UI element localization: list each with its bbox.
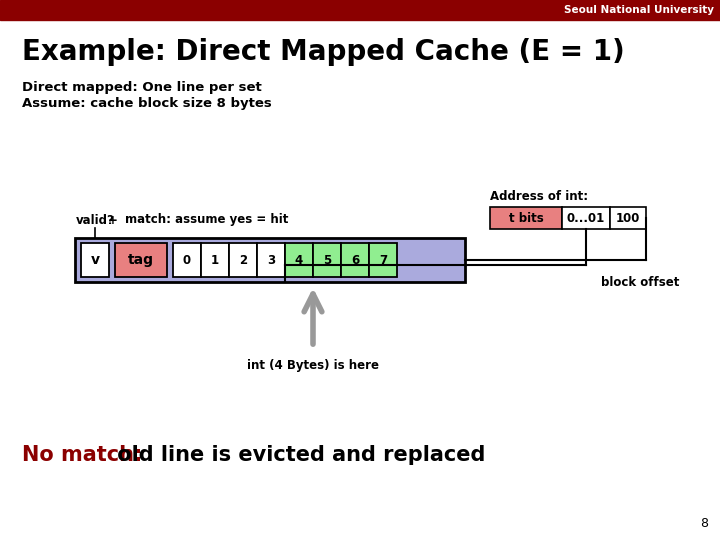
Text: 0: 0 [183,253,191,267]
Bar [0,0,720,20]
Bar [313,243,341,277]
Bar [115,243,167,277]
Text: Direct mapped: One line per set: Direct mapped: One line per set [22,82,262,94]
Text: Address of int:: Address of int: [490,191,588,204]
Text: 100: 100 [616,212,640,225]
Bar [229,243,257,277]
Text: old line is evicted and replaced: old line is evicted and replaced [110,445,485,465]
Bar [341,243,369,277]
Bar [173,243,201,277]
Bar [610,207,646,229]
Text: 7: 7 [379,253,387,267]
Bar [81,243,109,277]
Text: tag: tag [128,253,154,267]
Bar [201,243,229,277]
Text: int (4 Bytes) is here: int (4 Bytes) is here [247,359,379,372]
Text: 1: 1 [211,253,219,267]
Bar [285,243,313,277]
Text: 2: 2 [239,253,247,267]
Text: 3: 3 [267,253,275,267]
Text: +: + [108,213,118,226]
Bar [75,238,465,282]
Text: valid?: valid? [76,213,114,226]
Text: 5: 5 [323,253,331,267]
Text: Assume: cache block size 8 bytes: Assume: cache block size 8 bytes [22,97,271,110]
Text: v: v [91,253,99,267]
Bar [562,207,610,229]
Text: block offset: block offset [601,275,680,288]
Bar [490,207,562,229]
Text: Seoul National University: Seoul National University [564,5,714,15]
Text: 6: 6 [351,253,359,267]
Text: t bits: t bits [508,212,544,225]
Bar [369,243,397,277]
Text: 8: 8 [700,517,708,530]
Text: No match:: No match: [22,445,143,465]
Text: Example: Direct Mapped Cache (E = 1): Example: Direct Mapped Cache (E = 1) [22,38,625,66]
Text: 0...01: 0...01 [567,212,605,225]
Bar [257,243,285,277]
Text: 4: 4 [295,253,303,267]
Text: match: assume yes = hit: match: assume yes = hit [125,213,289,226]
